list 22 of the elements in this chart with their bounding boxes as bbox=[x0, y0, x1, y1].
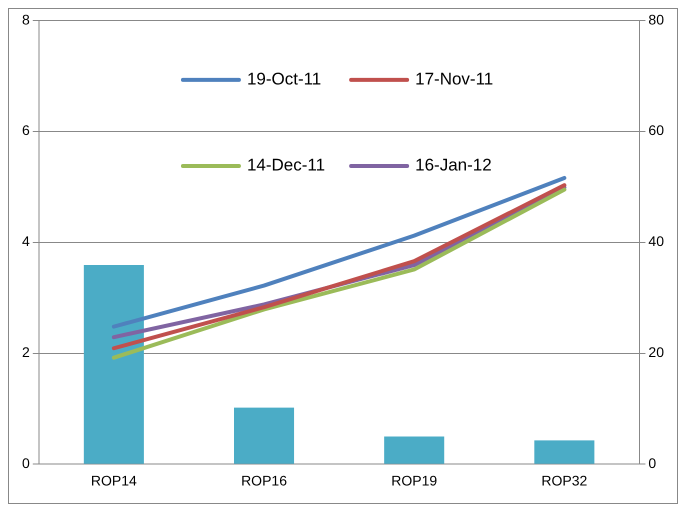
y-tick-label: 8 bbox=[22, 11, 30, 28]
legend-label: 16-Jan-12 bbox=[415, 156, 492, 175]
legend-label: 17-Nov-11 bbox=[415, 70, 494, 89]
x-tick-label: ROP19 bbox=[391, 472, 438, 488]
y-tick-label: 6 bbox=[22, 122, 30, 138]
y-tick-label: 0 bbox=[22, 455, 30, 472]
bar bbox=[234, 408, 294, 464]
bar bbox=[534, 440, 594, 464]
bar bbox=[84, 265, 144, 464]
legend-label: 14-Dec-11 bbox=[246, 156, 326, 175]
y2-tick-label: 20 bbox=[648, 344, 664, 360]
bar bbox=[384, 436, 444, 464]
y-tick-label: 4 bbox=[22, 233, 30, 250]
y2-tick-label: 40 bbox=[648, 233, 664, 250]
y2-tick-label: 80 bbox=[648, 11, 664, 28]
y-tick-label: 2 bbox=[22, 344, 30, 360]
x-tick-label: ROP16 bbox=[241, 472, 288, 488]
x-tick-label: ROP14 bbox=[90, 472, 138, 488]
x-tick-label: ROP32 bbox=[541, 472, 588, 488]
y2-tick-label: 60 bbox=[648, 122, 664, 138]
y2-tick-label: 0 bbox=[648, 455, 656, 472]
legend-label: 19-Oct-11 bbox=[246, 70, 322, 89]
